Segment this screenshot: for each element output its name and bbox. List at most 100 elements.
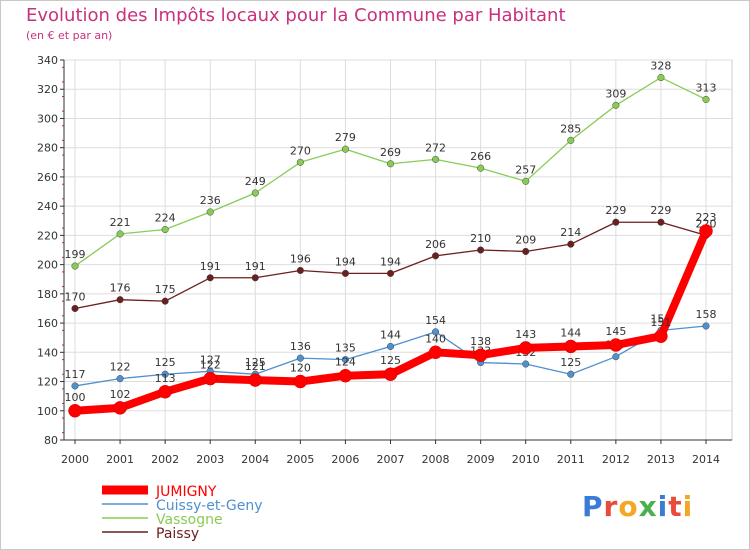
data-label: 229: [650, 204, 671, 217]
y-tick-label: 260: [37, 171, 58, 184]
data-point: [522, 360, 530, 368]
data-point: [477, 246, 485, 254]
data-point: [338, 368, 353, 383]
legend-label: Paissy: [156, 526, 199, 542]
data-point: [612, 218, 620, 226]
x-tick-label: 2014: [692, 453, 720, 466]
data-point: [71, 304, 79, 313]
y-tick-label: 220: [37, 229, 58, 242]
data-point: [296, 158, 304, 166]
data-point: [699, 224, 713, 238]
data-label: 135: [335, 342, 356, 355]
x-tick-label: 2002: [151, 453, 179, 466]
plot-area: [63, 59, 733, 441]
data-point: [296, 354, 304, 362]
data-point: [116, 296, 124, 304]
x-tick-label: 2012: [602, 453, 630, 466]
data-label: 144: [380, 328, 401, 341]
data-label: 117: [65, 368, 86, 381]
y-tick-label: 320: [37, 83, 58, 96]
data-label: 223: [696, 211, 717, 224]
data-label: 194: [380, 255, 401, 268]
data-point: [657, 218, 665, 226]
y-tick-label: 240: [37, 200, 58, 213]
x-tick-label: 2003: [196, 453, 224, 466]
data-point: [428, 345, 443, 360]
data-label: 270: [290, 144, 311, 157]
data-label: 236: [200, 194, 221, 207]
data-label: 140: [425, 332, 446, 345]
data-label: 191: [245, 260, 266, 273]
data-label: 113: [155, 372, 176, 385]
data-point: [702, 95, 710, 104]
data-point: [432, 155, 440, 163]
x-tick-label: 2006: [331, 453, 359, 466]
data-label: 229: [605, 204, 626, 217]
data-point: [522, 177, 530, 185]
data-point: [654, 329, 668, 343]
data-label: 249: [245, 175, 266, 188]
data-point: [71, 382, 79, 390]
y-tick-label: 100: [37, 405, 58, 418]
data-label: 122: [200, 359, 221, 372]
data-label: 309: [605, 87, 626, 100]
x-tick-label: 2010: [512, 453, 540, 466]
data-point: [293, 374, 308, 389]
data-label: 125: [245, 356, 266, 369]
data-point: [161, 225, 169, 234]
data-label: 214: [560, 226, 581, 239]
x-tick-label: 2007: [377, 453, 405, 466]
data-label: 170: [65, 290, 86, 303]
data-point: [432, 252, 440, 260]
data-point: [206, 274, 214, 282]
data-label: 224: [155, 212, 176, 225]
data-label: 127: [200, 353, 221, 366]
data-point: [386, 160, 395, 168]
data-label: 266: [470, 150, 491, 163]
data-point: [567, 136, 575, 144]
y-tick-label: 120: [37, 376, 58, 389]
data-label: 272: [425, 141, 446, 154]
y-tick-label: 280: [37, 142, 58, 155]
data-label: 124: [335, 356, 356, 369]
data-label: 154: [425, 314, 446, 327]
data-label: 100: [65, 391, 86, 404]
data-point: [522, 247, 530, 256]
data-label: 158: [696, 308, 717, 321]
data-point: [116, 230, 124, 238]
data-label: 279: [335, 131, 356, 144]
data-label: 191: [200, 260, 221, 273]
data-label: 125: [155, 356, 176, 369]
data-label: 143: [515, 328, 536, 341]
data-point: [116, 375, 124, 383]
data-point: [161, 297, 169, 305]
legend-label: Vassogne: [156, 512, 223, 528]
x-tick-label: 2013: [647, 453, 675, 466]
data-point: [609, 338, 623, 352]
data-point: [206, 208, 214, 216]
data-label: 151: [650, 316, 671, 329]
data-label: 285: [560, 122, 581, 135]
data-label: 199: [65, 248, 86, 261]
data-point: [386, 269, 395, 277]
data-point: [518, 341, 533, 355]
x-tick-label: 2001: [106, 453, 134, 466]
y-tick-label: 340: [37, 54, 58, 67]
y-tick-label: 160: [37, 317, 58, 330]
data-label: 145: [605, 325, 626, 338]
y-tick-label: 200: [37, 259, 58, 272]
y-tick-label: 140: [37, 346, 58, 359]
data-point: [564, 339, 578, 354]
proxiti-logo: Proxiti: [582, 490, 694, 523]
data-point: [341, 356, 349, 364]
data-label: 221: [110, 216, 131, 229]
data-point: [386, 342, 395, 351]
data-point: [612, 353, 620, 361]
data-point: [702, 322, 710, 330]
data-label: 328: [650, 60, 671, 73]
data-point: [567, 370, 575, 378]
data-point: [161, 370, 169, 378]
data-point: [113, 401, 127, 415]
y-tick-label: 300: [37, 112, 58, 125]
data-point: [68, 404, 82, 418]
